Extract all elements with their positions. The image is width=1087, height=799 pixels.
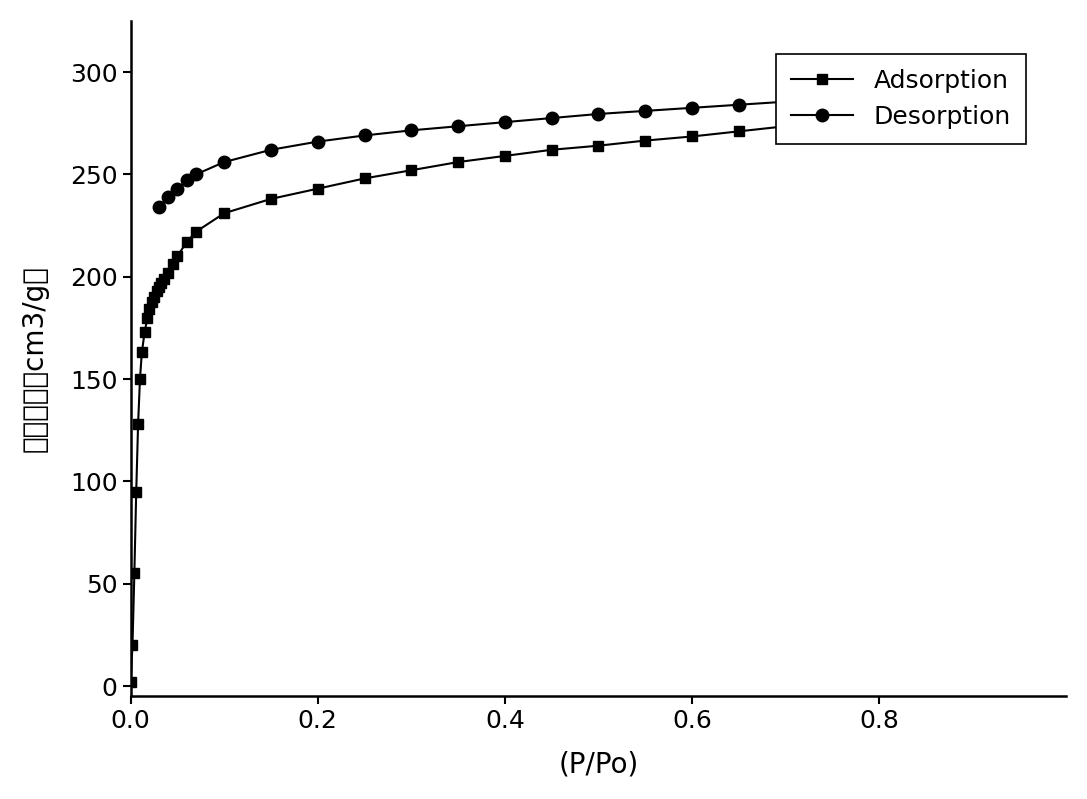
Adsorption: [124, 678, 137, 687]
Desorption: [311, 137, 324, 146]
Adsorption: [146, 297, 159, 307]
Adsorption: [942, 92, 955, 101]
Adsorption: [158, 274, 171, 284]
Adsorption: [639, 136, 652, 145]
Adsorption: [132, 419, 145, 429]
Desorption: [162, 192, 175, 201]
Adsorption: [498, 151, 511, 161]
Adsorption: [873, 110, 886, 120]
Adsorption: [826, 117, 839, 126]
Adsorption: [162, 268, 175, 277]
Adsorption: [779, 121, 792, 131]
Desorption: [826, 93, 839, 102]
Desorption: [873, 88, 886, 97]
Adsorption: [152, 282, 165, 292]
Desorption: [733, 100, 746, 109]
Desorption: [942, 71, 955, 81]
Adsorption: [126, 640, 139, 650]
Legend: Adsorption, Desorption: Adsorption, Desorption: [776, 54, 1026, 144]
Adsorption: [591, 141, 604, 150]
Y-axis label: 吸附体积（cm3/g）: 吸附体积（cm3/g）: [21, 265, 49, 452]
Adsorption: [155, 278, 168, 288]
Desorption: [779, 97, 792, 106]
Adsorption: [404, 165, 417, 175]
Adsorption: [545, 145, 558, 154]
Desorption: [217, 157, 230, 167]
Desorption: [264, 145, 277, 154]
Desorption: [404, 125, 417, 135]
Desorption: [152, 202, 165, 212]
Adsorption: [138, 327, 151, 336]
Desorption: [686, 103, 699, 113]
Desorption: [171, 184, 184, 193]
Adsorption: [264, 194, 277, 204]
Adsorption: [311, 184, 324, 193]
Desorption: [920, 79, 933, 89]
Desorption: [189, 169, 202, 179]
Desorption: [639, 106, 652, 116]
Adsorption: [451, 157, 464, 167]
Adsorption: [141, 313, 154, 323]
Adsorption: [733, 126, 746, 136]
Adsorption: [171, 252, 184, 261]
Adsorption: [189, 227, 202, 237]
Adsorption: [166, 260, 179, 269]
Adsorption: [128, 569, 141, 578]
Desorption: [498, 117, 511, 127]
Adsorption: [129, 487, 142, 496]
Adsorption: [180, 237, 193, 247]
Adsorption: [358, 173, 371, 183]
Line: Desorption: Desorption: [152, 70, 955, 213]
Line: Adsorption: Adsorption: [126, 92, 954, 687]
Desorption: [180, 176, 193, 185]
Adsorption: [217, 209, 230, 218]
Desorption: [545, 113, 558, 123]
Desorption: [451, 121, 464, 131]
Adsorption: [920, 102, 933, 112]
Desorption: [358, 131, 371, 141]
Adsorption: [142, 304, 155, 314]
X-axis label: (P/Po): (P/Po): [559, 750, 638, 778]
Adsorption: [135, 348, 148, 357]
Adsorption: [150, 286, 163, 296]
Adsorption: [134, 374, 147, 384]
Desorption: [591, 109, 604, 119]
Adsorption: [686, 132, 699, 141]
Adsorption: [148, 292, 161, 302]
